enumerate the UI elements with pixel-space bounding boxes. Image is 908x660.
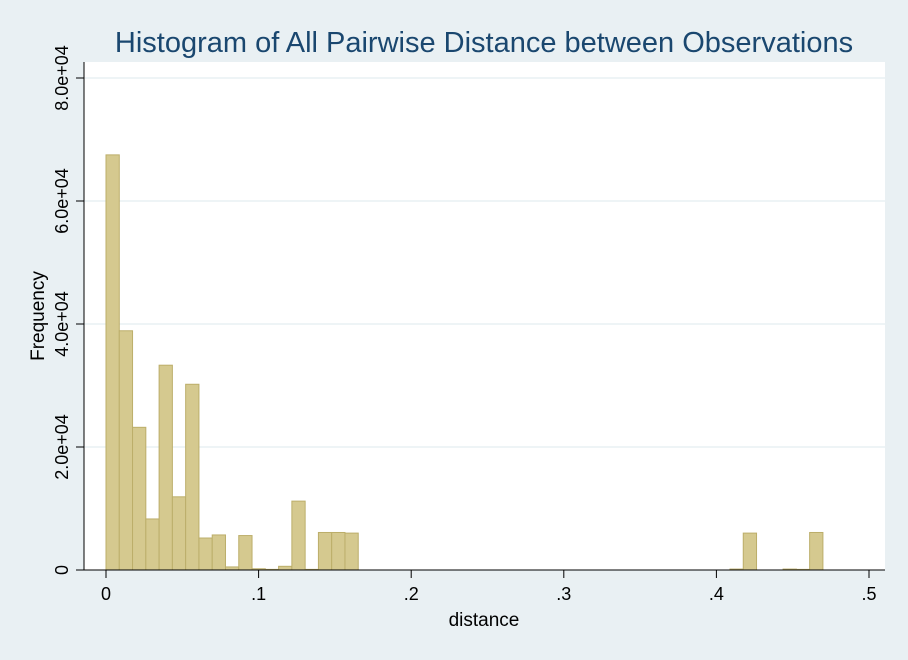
histogram-bar: [331, 531, 346, 571]
histogram-bar: [118, 330, 134, 571]
x-tick-label: .2: [404, 584, 419, 604]
histogram-bar: [742, 532, 758, 571]
y-tick-label: 6.0e+04: [52, 168, 72, 234]
histogram-bar: [211, 534, 226, 571]
y-tick-label: 0: [52, 565, 72, 575]
grid-lines: [84, 77, 885, 448]
histogram-bar: [809, 531, 824, 571]
histogram-bar: [105, 154, 120, 571]
y-axis-label: Frequency: [28, 271, 49, 361]
x-tick-label: .4: [709, 584, 724, 604]
histogram-bar: [291, 500, 306, 571]
x-tick-label: 0: [101, 584, 111, 604]
histogram-bar: [185, 383, 200, 571]
plot-area: [84, 62, 885, 570]
x-tick-label: .5: [861, 584, 876, 604]
histogram-bar: [278, 565, 293, 571]
x-tick-label: .3: [556, 584, 571, 604]
chart-title: Histogram of All Pairwise Distance betwe…: [115, 27, 853, 59]
y-tick-label: 8.0e+04: [52, 45, 72, 111]
histogram-bar: [198, 537, 213, 571]
histogram-bar: [132, 426, 147, 571]
bars: [105, 154, 824, 571]
histogram-bar: [238, 535, 253, 571]
histogram-bar: [145, 518, 160, 571]
x-tick-label: .1: [251, 584, 266, 604]
histogram-bar: [158, 364, 173, 571]
axes: 0 .1 .2 .3 .4 .5 0 2.0e+04 4.0e+04 6.0e+04 8.0e+04: [52, 45, 885, 604]
histogram-bar: [171, 496, 187, 571]
x-axis-label: distance: [449, 610, 520, 631]
histogram-bar: [317, 531, 333, 571]
histogram-bar: [344, 532, 359, 571]
y-tick-label: 4.0e+04: [52, 291, 72, 357]
y-tick-label: 2.0e+04: [52, 414, 72, 480]
